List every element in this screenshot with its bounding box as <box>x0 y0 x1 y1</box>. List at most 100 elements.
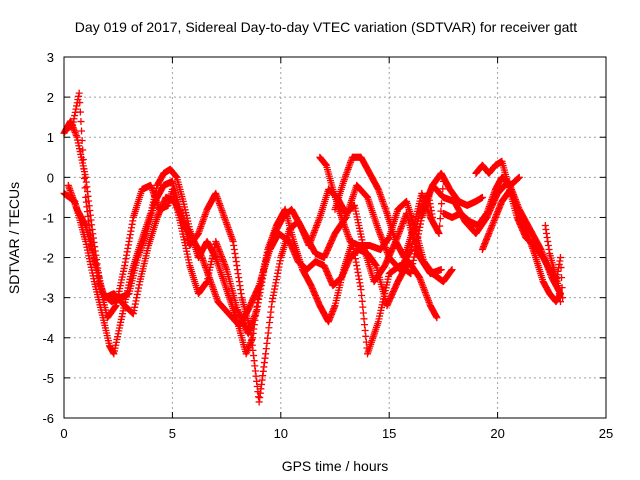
data-point <box>265 324 273 332</box>
x-tick-label: 25 <box>599 426 613 441</box>
y-tick-label: -4 <box>42 331 54 346</box>
data-point <box>266 319 274 327</box>
data-point <box>515 173 523 181</box>
data-point <box>135 284 143 292</box>
data-point <box>438 200 446 208</box>
data-point <box>78 137 86 145</box>
series-track <box>478 185 564 306</box>
data-point <box>132 297 140 305</box>
data-point <box>131 303 139 311</box>
data-point <box>76 108 84 116</box>
data-point <box>75 92 83 100</box>
data-point <box>488 221 496 229</box>
data-point <box>556 254 564 262</box>
data-point <box>130 307 138 315</box>
data-point <box>358 291 366 299</box>
plot-frame <box>63 56 607 419</box>
data-point <box>558 274 566 282</box>
y-tick-label: -6 <box>42 411 54 426</box>
data-point <box>243 348 251 356</box>
data-point <box>485 229 493 237</box>
data-point <box>361 321 369 329</box>
data-point <box>486 228 494 236</box>
data-point <box>557 264 565 272</box>
series-track <box>439 173 523 229</box>
data-point <box>360 315 368 323</box>
data-point <box>357 286 365 294</box>
data-point <box>73 102 81 110</box>
data-point <box>448 266 456 274</box>
y-tick-label: -2 <box>42 251 54 266</box>
data-point <box>80 174 88 182</box>
x-tick-label: 10 <box>274 426 288 441</box>
data-point <box>267 303 275 311</box>
data-point <box>556 298 564 306</box>
data-point <box>81 184 89 192</box>
data-point <box>358 297 366 305</box>
data-point <box>435 229 443 237</box>
data-point <box>134 287 142 295</box>
data-point <box>72 130 80 138</box>
y-tick-label: 3 <box>47 50 54 65</box>
y-tick-label: -5 <box>42 371 54 386</box>
data-point <box>244 345 252 353</box>
y-tick-label: 2 <box>47 90 54 105</box>
data-point <box>486 226 494 234</box>
data-point <box>436 215 444 223</box>
tick-labels: 0 5 10 15 20 25 -6 -5 -4 -3 -2 -1 0 1 2 3 <box>42 50 613 441</box>
data-point <box>135 281 143 289</box>
data-point <box>79 155 87 163</box>
data-point <box>359 309 367 317</box>
data-point <box>75 89 83 97</box>
data-point <box>433 314 441 322</box>
y-tick-label: 0 <box>47 170 54 185</box>
data-point <box>490 217 498 225</box>
data-point <box>71 128 79 136</box>
data-point <box>438 192 446 200</box>
data-point <box>78 127 86 135</box>
data-points <box>60 89 567 406</box>
x-tick-label: 0 <box>60 426 67 441</box>
data-point <box>72 105 80 113</box>
x-tick-label: 5 <box>169 426 176 441</box>
data-point <box>262 345 270 353</box>
data-point <box>489 218 497 226</box>
data-point <box>70 115 78 123</box>
data-point <box>79 146 87 154</box>
data-point <box>72 132 80 140</box>
data-point <box>478 193 486 201</box>
data-point <box>262 350 270 358</box>
data-point <box>439 185 447 193</box>
y-axis-label: SDTVAR / TECUs <box>6 182 22 294</box>
data-point <box>264 329 272 337</box>
y-tick-label: 1 <box>47 130 54 145</box>
data-point <box>69 121 77 129</box>
data-point <box>133 290 141 298</box>
data-point <box>171 172 179 180</box>
data-point <box>242 350 250 358</box>
series-track <box>422 169 486 209</box>
data-point <box>489 220 497 228</box>
x-axis-label: GPS time / hours <box>282 458 389 474</box>
data-point <box>263 339 271 347</box>
data-point <box>71 112 79 120</box>
data-point <box>131 300 139 308</box>
data-point <box>487 225 495 233</box>
series-track <box>541 221 564 306</box>
data-point <box>129 310 137 318</box>
y-tick-label: -3 <box>42 291 54 306</box>
data-point <box>264 334 272 342</box>
data-point <box>69 118 77 126</box>
data-point <box>133 294 141 302</box>
data-point <box>437 266 445 274</box>
x-tick-label: 20 <box>490 426 504 441</box>
data-point <box>80 165 88 173</box>
data-point <box>266 313 274 321</box>
data-point <box>436 222 444 230</box>
data-point <box>77 118 85 126</box>
chart-title: Day 019 of 2017, Sidereal Day-to-day VTE… <box>75 19 578 35</box>
data-point <box>76 99 84 107</box>
data-point <box>70 127 78 135</box>
x-tick-label: 15 <box>382 426 396 441</box>
